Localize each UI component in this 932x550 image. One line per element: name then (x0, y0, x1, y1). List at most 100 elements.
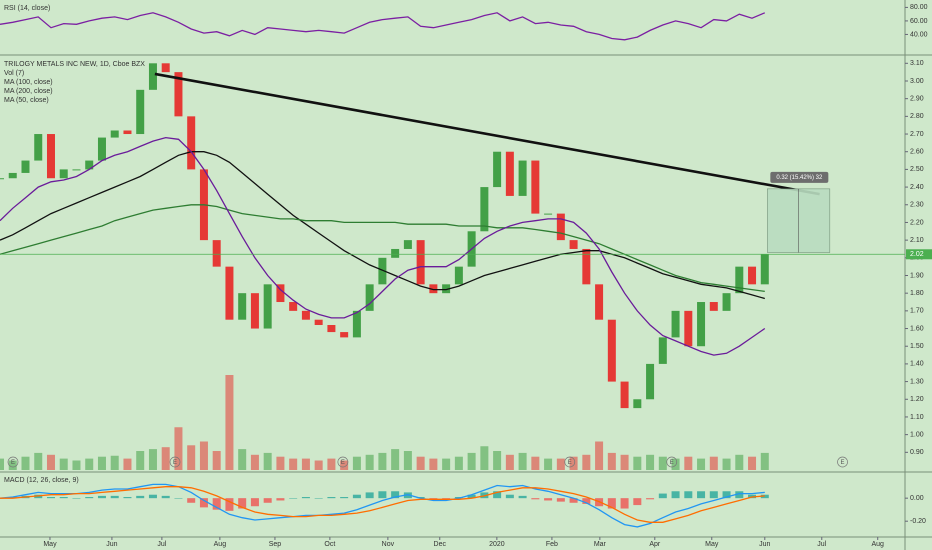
candle (416, 240, 425, 285)
macd-histogram-bar (646, 498, 655, 500)
volume-bar (633, 456, 642, 470)
volume-bar (0, 458, 4, 470)
candle (174, 72, 183, 117)
macd-histogram-bar (391, 491, 400, 499)
volume-bar (34, 452, 43, 470)
candle (760, 254, 769, 285)
candle (531, 160, 540, 214)
series-line (0, 136, 766, 356)
macd-histogram-bar (658, 493, 667, 499)
earnings-marker (564, 456, 576, 468)
candle (391, 248, 400, 258)
macd-histogram-bar (225, 498, 234, 511)
candle (161, 63, 170, 73)
y-tick-label: 40.00 (910, 31, 928, 38)
pane-title: RSI (14, close) (4, 5, 50, 12)
candle (658, 337, 667, 364)
candle (569, 240, 578, 249)
trendline (154, 72, 820, 196)
volume-bar (85, 458, 94, 470)
candle (556, 213, 565, 241)
candle (697, 302, 706, 347)
volume-bar (46, 454, 55, 470)
candle (735, 266, 744, 294)
candle (709, 302, 718, 311)
x-tick-label: Jun (106, 541, 117, 548)
macd-histogram-bar (148, 494, 157, 499)
earnings-marker (666, 456, 678, 468)
macd-histogram-bar (607, 498, 616, 509)
candle (34, 134, 43, 161)
volume-bar (735, 454, 744, 470)
y-tick-label: 1.80 (910, 290, 924, 297)
candle (684, 310, 693, 347)
y-tick-label: -0.20 (910, 518, 926, 525)
candle (607, 319, 616, 382)
macd-histogram-bar (709, 491, 718, 499)
candle (110, 130, 119, 138)
volume-bar (467, 452, 476, 470)
volume-bar (352, 456, 361, 470)
volume-bar (340, 460, 349, 470)
candle (442, 284, 451, 294)
series-line (0, 12, 766, 41)
x-tick-label: 2020 (489, 541, 505, 548)
volume-bar (199, 441, 208, 470)
candle (646, 363, 655, 400)
volume-bar (276, 456, 285, 470)
candle (454, 266, 463, 285)
volume-bar (136, 451, 145, 470)
candle (340, 332, 349, 338)
candle (97, 137, 106, 161)
volume-bar (21, 456, 30, 470)
candle (327, 325, 336, 333)
x-tick-label: Apr (649, 541, 661, 548)
earnings-marker (337, 456, 349, 468)
candle (671, 310, 680, 338)
y-tick-label: 1.40 (910, 361, 924, 368)
last-price-box (906, 249, 932, 260)
candle (0, 178, 4, 180)
earnings-label: E (568, 460, 572, 466)
series-line (0, 151, 765, 300)
earnings-label: E (173, 460, 177, 466)
macd-histogram-bar (250, 498, 259, 507)
volume-bar (59, 458, 68, 470)
macd-histogram-bar (276, 498, 285, 501)
y-tick-label: 60.00 (910, 18, 928, 25)
volume-bar (301, 458, 310, 470)
candle (148, 63, 157, 90)
volume-bar (544, 458, 553, 470)
y-tick-label: 2.30 (910, 202, 924, 209)
series-line (0, 483, 765, 528)
volume-bar (225, 375, 234, 470)
volume-bar (391, 449, 400, 470)
y-tick-label: 0.00 (910, 495, 924, 502)
candle (633, 399, 642, 409)
candle (289, 302, 298, 311)
candle (212, 240, 221, 267)
macd-histogram-bar (110, 495, 119, 499)
volume-bar (212, 451, 221, 470)
candle (352, 310, 361, 338)
candle (429, 284, 438, 294)
macd-histogram-bar (136, 495, 145, 499)
y-tick-label: 3.10 (910, 60, 924, 67)
volume-bar (314, 460, 323, 470)
macd-histogram-bar (671, 491, 680, 499)
y-tick-label: 1.10 (910, 414, 924, 421)
legend-entry: Vol (7) (4, 70, 24, 77)
y-tick-label: 1.90 (910, 272, 924, 279)
volume-bar (454, 456, 463, 470)
macd-histogram-bar (263, 498, 272, 503)
volume-bar (671, 458, 680, 470)
earnings-label: E (841, 460, 845, 466)
candle (582, 248, 591, 285)
volume-bar (187, 445, 196, 470)
candle (365, 284, 374, 311)
macd-histogram-bar (212, 498, 221, 510)
earnings-label: E (670, 460, 674, 466)
candle (276, 284, 285, 303)
earnings-label: E (341, 460, 345, 466)
macd-histogram-bar (378, 491, 387, 499)
